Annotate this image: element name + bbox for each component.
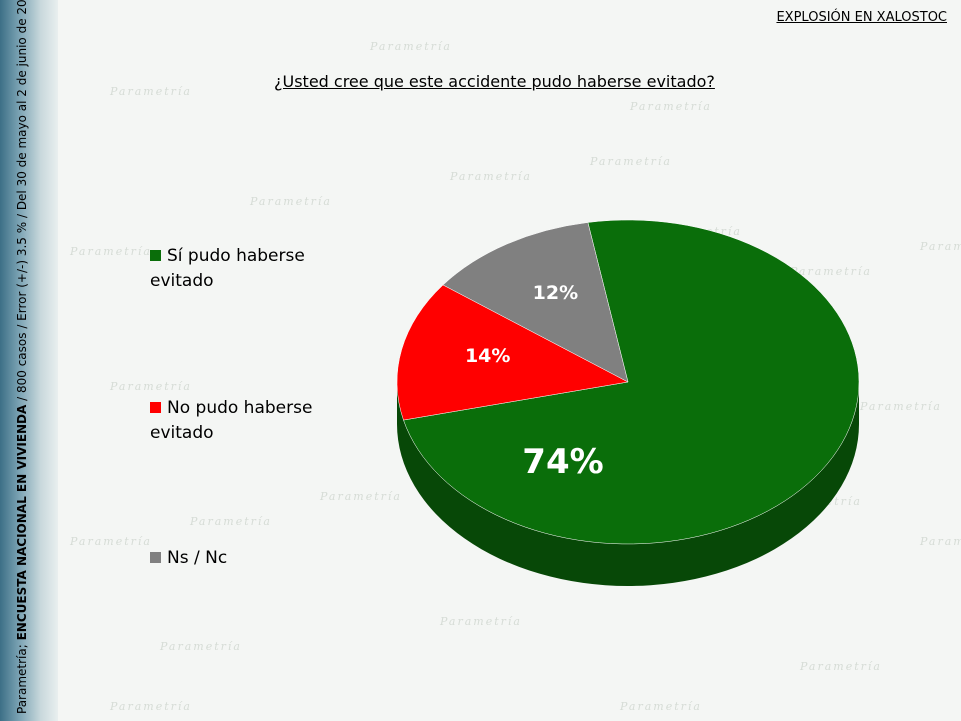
pie-label-1: 14%	[465, 345, 510, 367]
watermark-text: Parametría	[110, 380, 192, 393]
watermark-text: Parametría	[450, 170, 532, 183]
pie-label-2: 12%	[533, 282, 578, 304]
pie-slice-0	[403, 219, 860, 545]
legend-swatch-si	[150, 250, 161, 261]
watermark-text: Parametría	[70, 535, 152, 548]
sidebar-band: Parametría; ENCUESTA NACIONAL EN VIVIEND…	[0, 0, 58, 721]
watermark-text: Parametría	[190, 515, 272, 528]
pie-slice-2	[442, 222, 629, 383]
watermark-text: Parametría	[70, 245, 152, 258]
header-title: EXPLOSIÓN EN XALOSTOC	[776, 10, 947, 25]
legend-label-si: Sí pudo haberse evitado	[150, 246, 305, 291]
watermark-text: Parametría	[920, 240, 961, 253]
watermark-text: Parametría	[620, 700, 702, 713]
watermark-text: Parametría	[110, 700, 192, 713]
watermark-text: Parametría	[800, 660, 882, 673]
watermark-text: Parametría	[370, 40, 452, 53]
watermark-text: Parametría	[920, 535, 961, 548]
legend-item-no: No pudo haberse evitado	[150, 396, 340, 446]
chart-title: ¿Usted cree que este accidente pudo habe…	[274, 72, 715, 91]
legend-swatch-no	[150, 402, 161, 413]
legend-item-si: Sí pudo haberse evitado	[150, 244, 340, 294]
watermark-text: Parametría	[790, 265, 872, 278]
pie-label-0: 74%	[522, 442, 603, 482]
legend-swatch-nsnc	[150, 552, 161, 563]
legend-label-nsnc: Ns / Nc	[167, 548, 228, 568]
watermark-text: Parametría	[250, 195, 332, 208]
watermark-text: Parametría	[590, 155, 672, 168]
watermark-text: Parametría	[160, 640, 242, 653]
watermark-text: Parametría	[110, 85, 192, 98]
legend-label-no: No pudo haberse evitado	[150, 398, 313, 443]
watermark-text: Parametría	[630, 100, 712, 113]
watermark-text: Parametría	[440, 615, 522, 628]
watermark-text: Parametría	[320, 490, 402, 503]
pie-slice-1	[396, 284, 629, 421]
pie-side-wall	[397, 382, 859, 586]
legend-item-nsnc: Ns / Nc	[150, 546, 340, 571]
watermark-text: Parametría	[860, 400, 942, 413]
